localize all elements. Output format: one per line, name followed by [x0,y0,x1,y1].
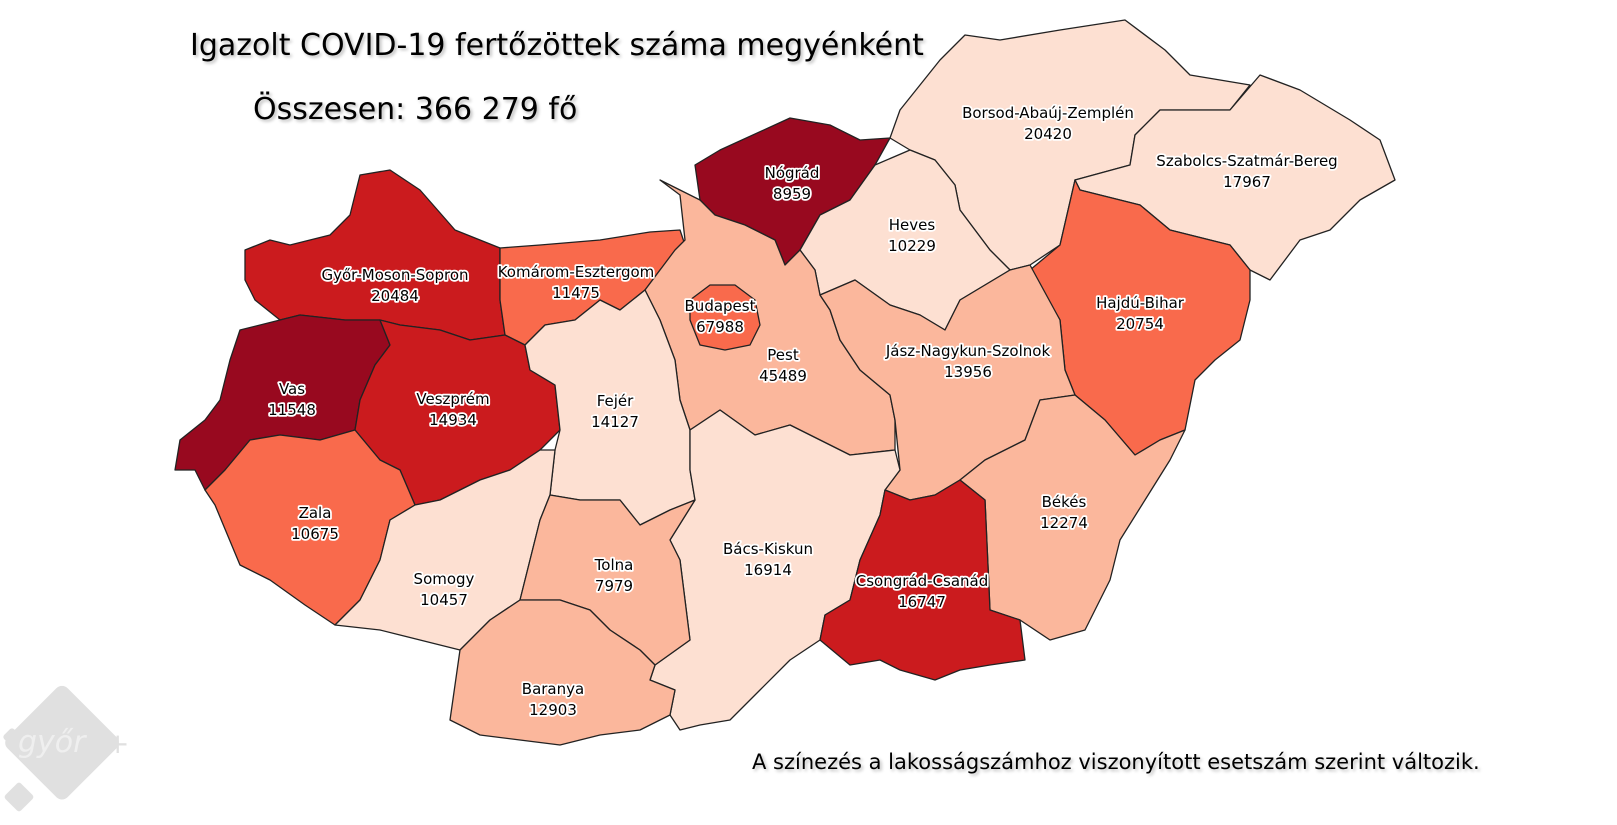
color-note: A színezés a lakosságszámhoz viszonyítot… [752,750,1480,774]
county-name-label: Jász-Nagykun-Szolnok [885,342,1051,360]
county-cases-label: 20484 [371,287,419,305]
county-name-label: Pest [767,346,799,364]
county-name-label: Szabolcs-Szatmár-Bereg [1156,152,1337,170]
county-name-label: Baranya [522,680,584,698]
county-name-label: Veszprém [416,390,489,408]
county-name-label: Vas [279,380,305,398]
map-title: Igazolt COVID-19 fertőzöttek száma megyé… [190,28,924,63]
county-name-label: Bács-Kiskun [723,540,813,558]
watermark-logo: győr + [3,685,129,812]
county-cases-label: 20754 [1116,315,1164,333]
county-baranya [449,599,676,746]
county-name-label: Hajdú-Bihar [1096,294,1185,312]
county-name-label: Tolna [594,556,634,574]
county-cases-label: 10675 [291,525,339,543]
county-budapest [689,284,761,351]
county-cases-label: 13956 [944,363,992,381]
county-csongrad-csanad [819,479,1026,681]
county-name-label: Borsod-Abaúj-Zemplén [962,104,1134,122]
county-name-label: Fejér [597,392,634,410]
county-cases-label: 20420 [1024,125,1072,143]
county-cases-label: 8959 [773,185,811,203]
county-cases-label: 7979 [595,577,633,595]
county-cases-label: 67988 [696,318,744,336]
county-name-label: Nógrád [765,164,820,182]
county-cases-label: 16747 [898,593,946,611]
county-cases-label: 12274 [1040,514,1088,532]
total-cases: Összesen: 366 279 fő [253,92,578,127]
county-cases-label: 11548 [268,401,316,419]
county-name-label: Zala [299,504,332,522]
county-gyor-moson-sopron [244,169,506,341]
county-cases-label: 17967 [1223,173,1271,191]
county-cases-label: 14127 [591,413,639,431]
county-cases-label: 14934 [429,411,477,429]
county-name-label: Budapest [685,297,756,315]
svg-text:+: + [106,727,129,760]
svg-text:győr: győr [18,725,87,760]
county-tolna [519,494,696,666]
county-cases-label: 12903 [529,701,577,719]
county-name-label: Somogy [414,570,475,588]
county-name-label: Heves [889,216,936,234]
county-name-label: Komárom-Esztergom [498,263,655,281]
county-name-label: Csongrád-Csanád [856,572,989,590]
county-bekes [959,394,1186,641]
county-cases-label: 16914 [744,561,792,579]
county-cases-label: 10229 [888,237,936,255]
county-cases-label: 11475 [552,284,600,302]
county-cases-label: 10457 [420,591,468,609]
county-cases-label: 45489 [759,367,807,385]
county-name-label: Győr-Moson-Sopron [321,266,468,284]
county-name-label: Békés [1042,493,1087,511]
